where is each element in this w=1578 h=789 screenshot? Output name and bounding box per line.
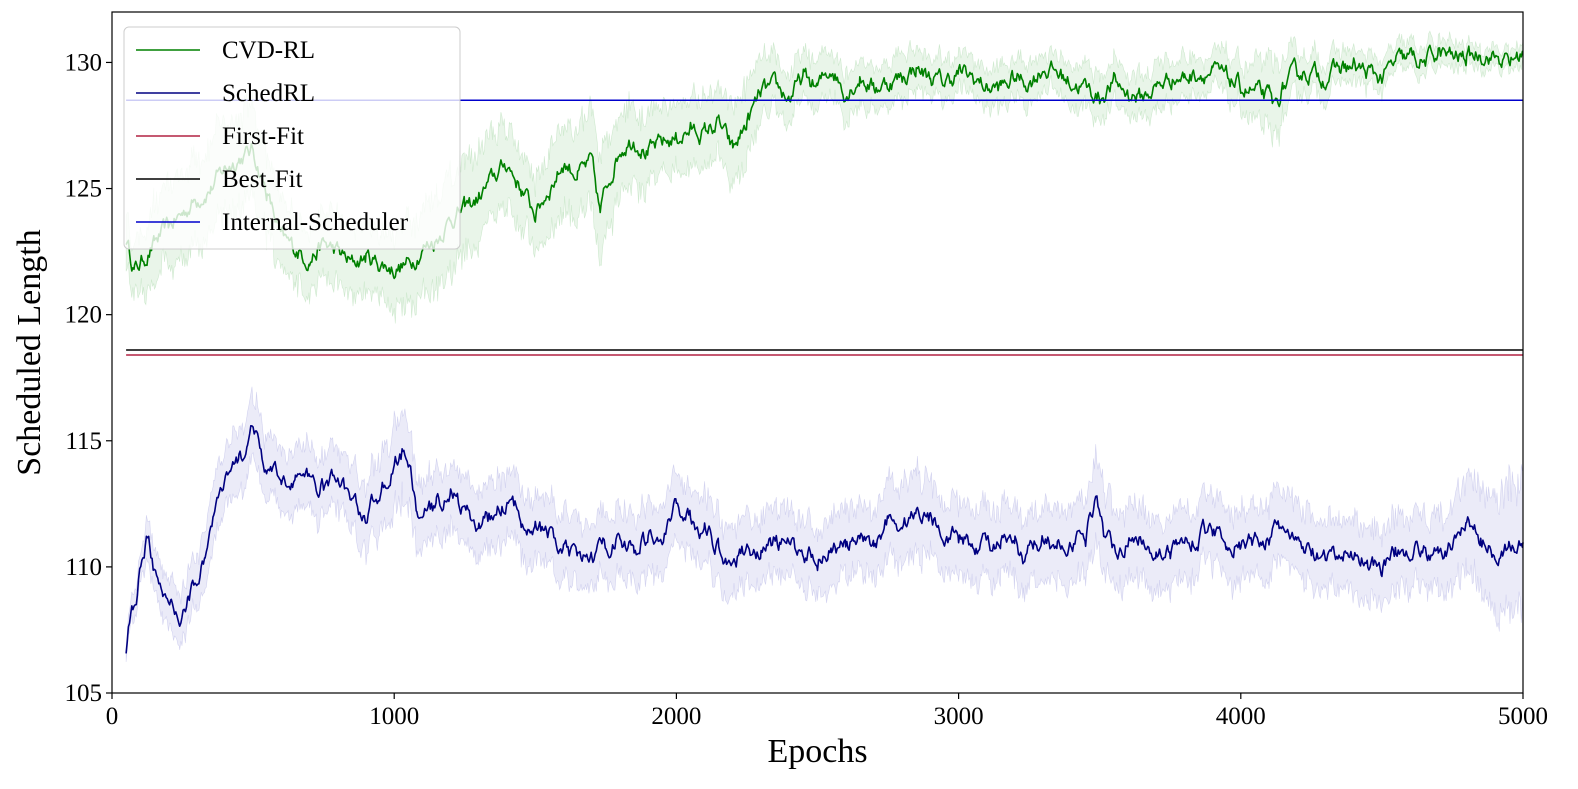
y-tick-label: 110: [65, 554, 102, 581]
x-tick-label: 1000: [369, 703, 419, 730]
series-line-schedrl: [125, 425, 1524, 654]
x-tick-label: 3000: [934, 703, 984, 730]
plot-area-frame: [111, 11, 1524, 694]
y-tick-label: 120: [65, 302, 103, 329]
legend-label-internal-scheduler: Internal-Scheduler: [222, 209, 409, 236]
legend-label-cvd-rl: CVD-RL: [222, 37, 315, 64]
x-tick-label: 5000: [1498, 703, 1548, 730]
x-tick-label: 2000: [651, 703, 701, 730]
x-axis-ticks: 0 1000 2000 3000 4000 5000: [106, 693, 1548, 730]
legend-box: [123, 26, 461, 250]
x-axis-label: Epochs: [767, 733, 867, 770]
series-line-cvd-rl: [125, 44, 1524, 280]
band-schedrl: [125, 386, 1524, 663]
y-axis-ticks: 105 110 115 120 125 130: [65, 49, 112, 707]
y-tick-label: 130: [65, 49, 103, 76]
series-lines: [125, 44, 1524, 654]
legend: CVD-RL SchedRL First-Fit Best-Fit Internal-S…: [123, 26, 461, 250]
legend-label-first-fit: First-Fit: [222, 123, 304, 150]
legend-label-best-fit: Best-Fit: [222, 166, 303, 193]
y-axis-label: Scheduled Length: [11, 229, 48, 475]
y-tick-label: 105: [65, 680, 103, 707]
legend-label-schedrl: SchedRL: [222, 80, 315, 107]
y-tick-label: 115: [65, 428, 102, 455]
y-tick-label: 125: [65, 176, 103, 203]
x-tick-label: 0: [106, 703, 119, 730]
x-tick-label: 4000: [1216, 703, 1266, 730]
